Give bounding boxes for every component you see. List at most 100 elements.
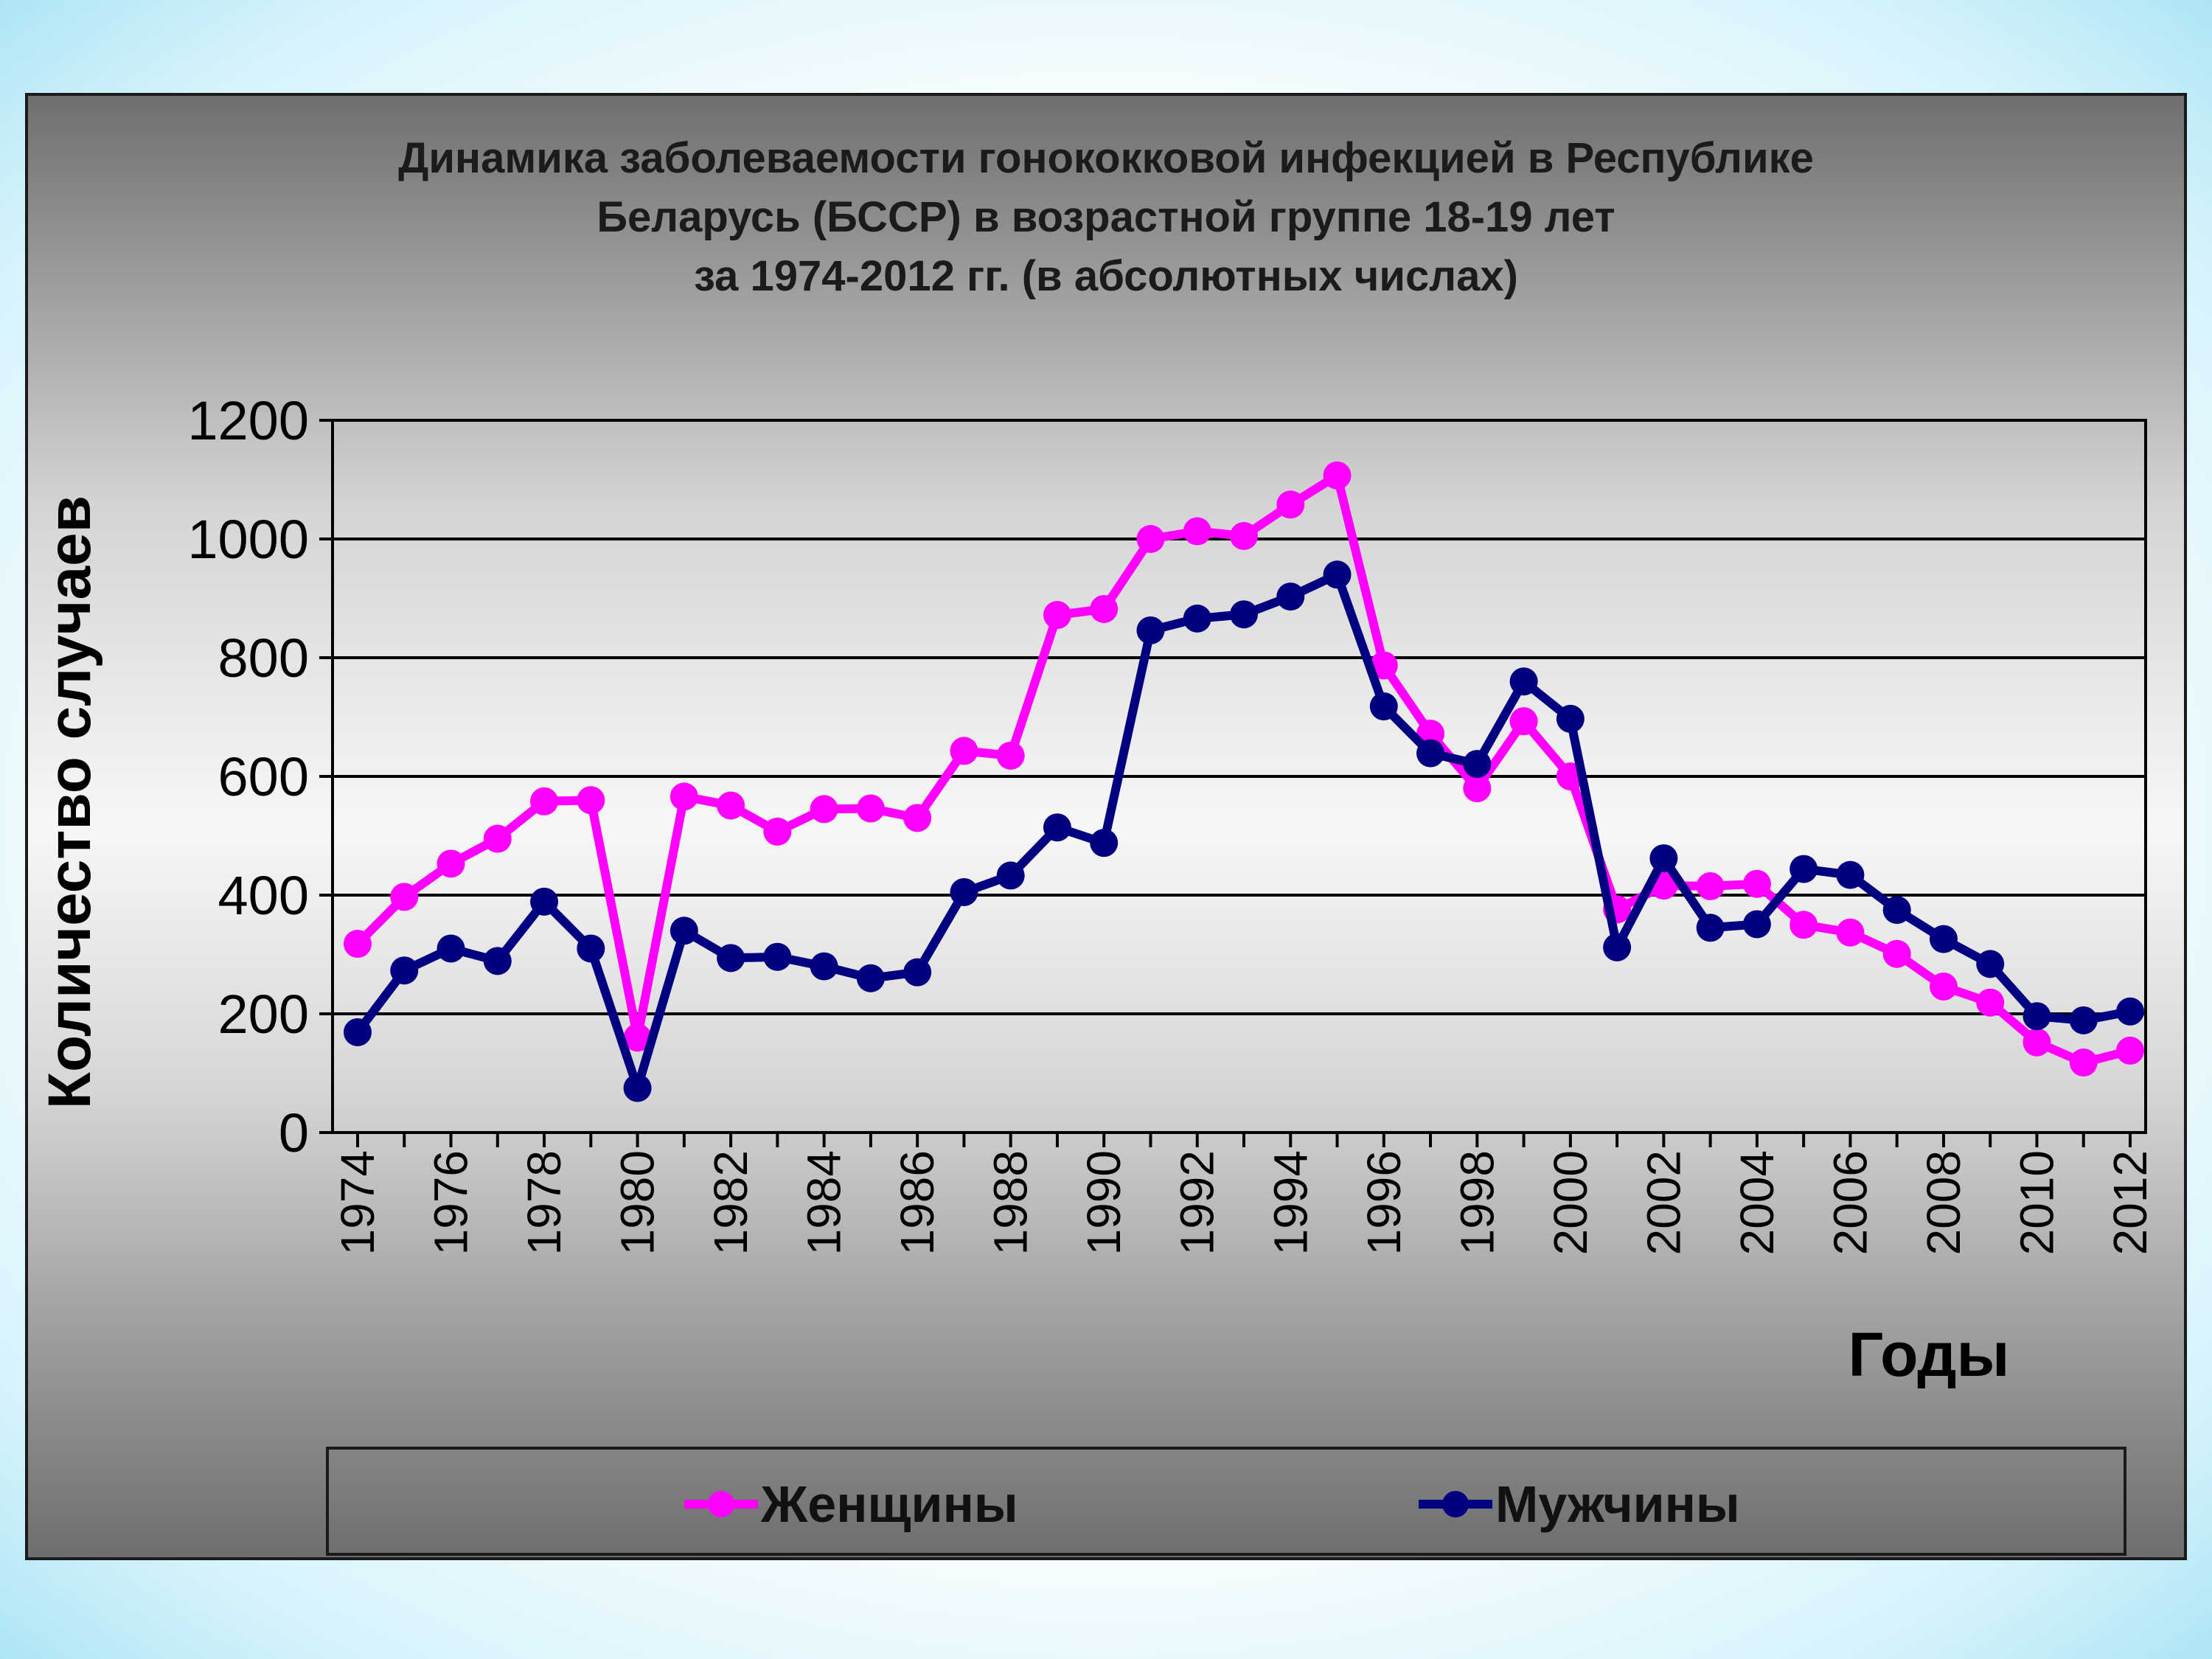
data-point-women-1974	[344, 930, 372, 959]
data-point-men-1989	[1043, 813, 1071, 842]
x-tick-label-1986: 1986	[891, 1150, 944, 1255]
data-point-men-2006	[1836, 860, 1865, 889]
data-point-men-1975	[390, 956, 419, 985]
data-point-men-1995	[1323, 560, 1352, 589]
data-point-men-1998	[1463, 750, 1492, 779]
legend-label-women: Женщины	[761, 1475, 1018, 1533]
series-men	[344, 560, 2144, 1102]
data-point-women-1976	[437, 849, 465, 878]
x-tick-label-2002: 2002	[1637, 1150, 1690, 1255]
data-point-men-1990	[1090, 829, 1119, 858]
data-point-men-2001	[1603, 933, 1632, 961]
series-layer	[344, 461, 2144, 1102]
chart-title: Динамика заболеваемости гонококковой инф…	[0, 129, 2212, 306]
x-tick-label-1978: 1978	[518, 1150, 571, 1255]
y-tick-label-400: 400	[218, 865, 309, 926]
data-point-women-1988	[996, 741, 1025, 770]
data-point-men-1999	[1509, 667, 1538, 696]
data-point-men-1982	[717, 944, 745, 973]
x-tick-label-1994: 1994	[1264, 1150, 1317, 1255]
data-point-women-2005	[1790, 911, 1818, 939]
data-point-women-1996	[1369, 651, 1398, 680]
x-tick-label-1992: 1992	[1171, 1150, 1224, 1255]
x-tick-label-1984: 1984	[798, 1150, 851, 1255]
data-point-men-1983	[763, 942, 792, 971]
x-tick-label-1998: 1998	[1450, 1150, 1503, 1255]
y-tick-label-200: 200	[218, 984, 309, 1045]
x-axis-label: Годы	[1848, 1320, 2010, 1389]
y-tick-label-1200: 1200	[187, 390, 309, 451]
data-point-women-1985	[856, 794, 885, 823]
x-tick-label-2000: 2000	[1544, 1150, 1597, 1255]
data-point-men-2010	[2023, 1002, 2051, 1031]
x-tick-label-1974: 1974	[331, 1150, 384, 1255]
data-point-women-1993	[1230, 521, 1258, 550]
data-point-women-1991	[1136, 525, 1165, 553]
data-point-men-2008	[1929, 925, 1958, 953]
x-tick-label-1980: 1980	[611, 1150, 664, 1255]
data-point-women-1979	[577, 786, 605, 815]
data-point-women-2011	[2069, 1048, 2098, 1077]
data-point-men-2000	[1556, 704, 1585, 733]
data-point-men-1985	[856, 964, 885, 992]
data-point-men-1974	[344, 1018, 372, 1046]
data-point-women-2006	[1836, 918, 1865, 947]
data-point-men-2004	[1742, 910, 1771, 939]
data-point-men-2007	[1882, 896, 1911, 925]
data-point-men-2002	[1649, 844, 1678, 873]
data-point-men-1976	[437, 934, 465, 963]
data-point-men-2005	[1790, 855, 1818, 883]
data-point-women-2009	[1976, 988, 2005, 1017]
x-tick-label-1990: 1990	[1077, 1150, 1130, 1255]
y-tick-label-800: 800	[218, 627, 309, 689]
data-point-women-1989	[1043, 601, 1071, 630]
data-point-men-1980	[623, 1074, 652, 1102]
data-point-men-1979	[577, 934, 605, 963]
data-point-women-1984	[810, 795, 838, 824]
data-point-men-2003	[1696, 914, 1725, 942]
data-point-women-2003	[1696, 872, 1725, 900]
data-point-women-1992	[1183, 517, 1211, 546]
y-tick-label-600: 600	[218, 746, 309, 807]
legend-swatch-women	[684, 1491, 758, 1517]
data-point-women-1975	[390, 883, 419, 911]
data-point-men-2012	[2116, 997, 2144, 1026]
data-point-men-1977	[483, 947, 512, 975]
data-point-women-1983	[763, 817, 792, 846]
legend: Женщины Мужчины	[326, 1447, 2126, 1556]
data-point-men-1993	[1230, 600, 1258, 629]
data-point-men-1978	[530, 887, 559, 916]
x-tick-label-1988: 1988	[984, 1150, 1037, 1255]
data-point-men-1996	[1369, 692, 1398, 721]
chart-title-line-1: Динамика заболеваемости гонококковой инф…	[398, 134, 1814, 182]
data-point-women-1994	[1276, 490, 1305, 519]
legend-swatch-men	[1419, 1491, 1492, 1517]
legend-item-women: Женщины	[684, 1450, 1018, 1559]
data-point-men-1987	[950, 877, 978, 906]
legend-label-men: Мужчины	[1495, 1475, 1740, 1533]
data-point-women-1998	[1463, 774, 1492, 803]
x-tick-label-1996: 1996	[1357, 1150, 1411, 1255]
legend-item-men: Мужчины	[1419, 1450, 1740, 1559]
x-tick-label-2004: 2004	[1731, 1150, 1784, 1255]
data-point-women-1987	[950, 737, 978, 765]
data-point-women-1982	[717, 791, 745, 820]
tick-labels: 0 200 400 600 800 1000 1200 1974 1976 1978 1980 198…	[187, 390, 2157, 1255]
data-point-men-1986	[903, 958, 932, 987]
data-point-women-1995	[1323, 461, 1352, 490]
x-tick-label-2012: 2012	[2104, 1150, 2157, 1255]
data-point-women-1977	[483, 824, 512, 853]
data-point-women-2012	[2116, 1036, 2144, 1065]
data-point-men-1991	[1136, 616, 1165, 644]
data-point-women-1981	[669, 782, 698, 811]
series-women	[344, 461, 2144, 1077]
data-point-men-1997	[1416, 739, 1445, 768]
data-point-women-1978	[530, 787, 559, 815]
x-tick-label-2006: 2006	[1823, 1150, 1877, 1255]
y-axis-label: Количество случаев	[36, 495, 103, 1109]
chart-title-line-2: Беларусь (БССР) в возрастной группе 18-1…	[597, 193, 1615, 241]
data-point-men-1981	[669, 917, 698, 945]
data-point-men-1992	[1183, 604, 1211, 633]
data-point-women-1999	[1509, 707, 1538, 736]
